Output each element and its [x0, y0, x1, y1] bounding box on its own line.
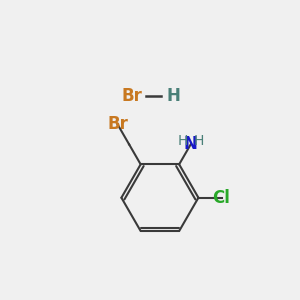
Text: H: H	[178, 134, 188, 148]
Text: N: N	[184, 135, 198, 153]
Text: Br: Br	[122, 87, 142, 105]
Text: Cl: Cl	[213, 189, 230, 207]
Text: H: H	[167, 87, 181, 105]
Text: H: H	[193, 134, 204, 148]
Text: Br: Br	[107, 115, 128, 133]
